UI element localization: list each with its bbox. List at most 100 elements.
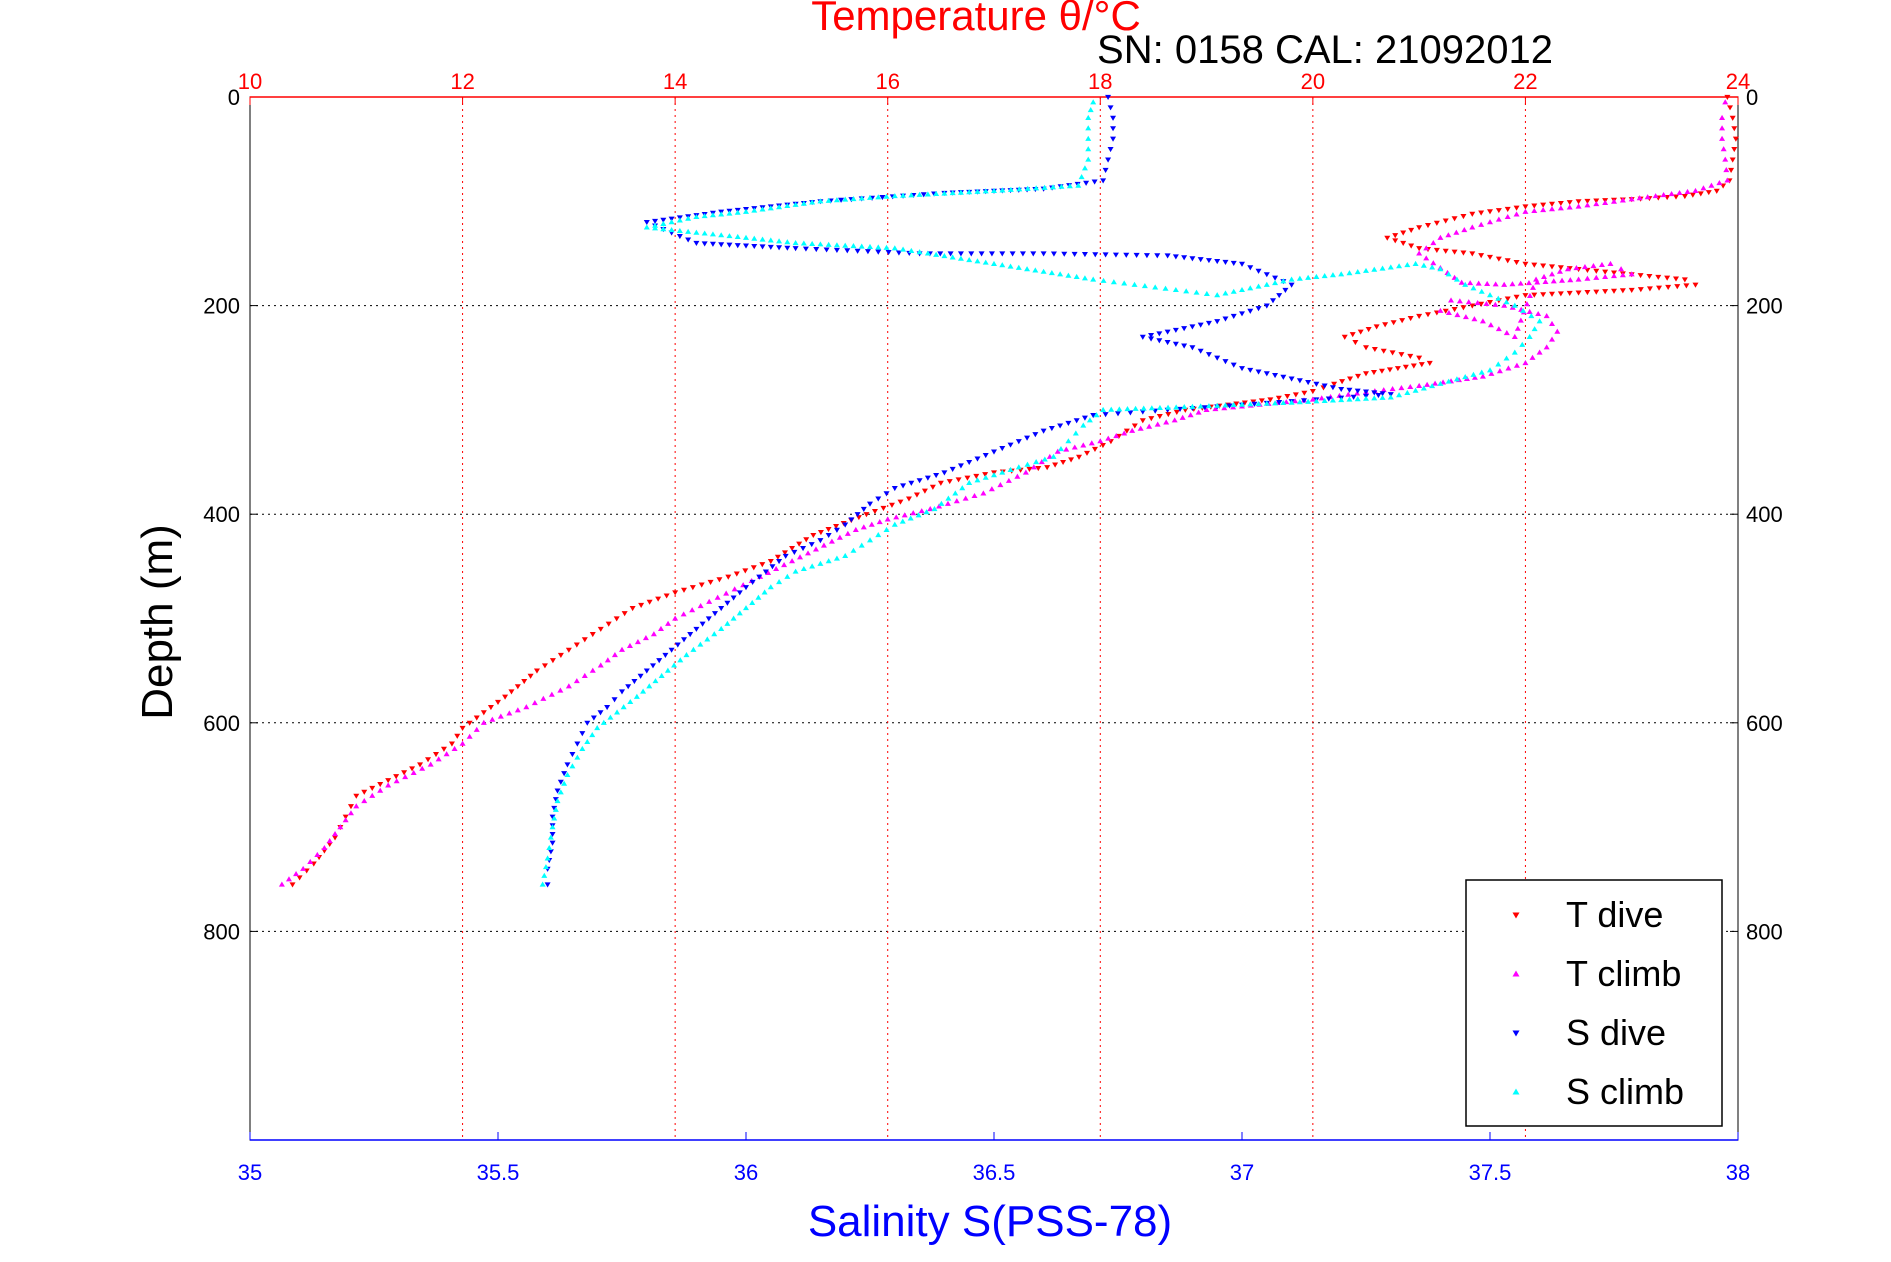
- data-point: [1305, 398, 1312, 404]
- data-point: [353, 793, 360, 799]
- data-point: [833, 524, 840, 530]
- data-point: [1073, 273, 1080, 280]
- data-point: [712, 611, 718, 617]
- data-point: [1041, 456, 1048, 462]
- x-top-tick-label: 24: [1726, 69, 1750, 94]
- data-point: [767, 244, 774, 250]
- data-point: [997, 481, 1004, 488]
- y-tick-label-right: 800: [1746, 919, 1783, 944]
- data-point: [751, 243, 758, 250]
- data-point: [1453, 229, 1460, 235]
- data-point: [833, 197, 840, 203]
- data-point: [858, 195, 865, 201]
- data-point: [1050, 453, 1057, 459]
- data-point: [1475, 280, 1482, 286]
- data-point: [1085, 114, 1092, 120]
- x-bottom-tick-label: 38: [1726, 1160, 1750, 1185]
- data-point: [988, 486, 995, 492]
- data-point: [817, 560, 824, 566]
- data-point: [1247, 367, 1254, 373]
- data-point: [1628, 271, 1635, 277]
- data-point: [611, 697, 618, 703]
- data-point: [1177, 406, 1183, 413]
- data-point: [908, 192, 915, 198]
- data-point: [1379, 265, 1386, 271]
- data-point: [1179, 414, 1186, 420]
- data-point: [1022, 469, 1029, 475]
- data-point: [1492, 301, 1499, 307]
- data-point: [734, 209, 741, 215]
- data-point: [1540, 263, 1547, 269]
- data-point: [697, 602, 704, 609]
- data-point: [1060, 459, 1067, 466]
- data-point: [1263, 281, 1270, 287]
- data-point: [1280, 374, 1287, 380]
- data-point: [1038, 459, 1045, 465]
- data-point: [1487, 367, 1493, 373]
- data-point: [893, 514, 900, 520]
- data-point: [1392, 233, 1399, 239]
- data-point: [1504, 213, 1511, 220]
- data-point: [1123, 252, 1130, 258]
- data-point: [1288, 282, 1295, 288]
- data-point: [698, 582, 705, 588]
- data-point: [850, 547, 857, 553]
- data-point: [1241, 400, 1248, 406]
- data-point: [1469, 303, 1476, 309]
- x-top-tick-label: 12: [450, 69, 474, 94]
- data-point: [1416, 225, 1423, 231]
- data-point: [974, 456, 981, 462]
- data-point: [1338, 386, 1345, 393]
- data-point: [1115, 411, 1121, 417]
- data-point: [652, 225, 659, 231]
- data-point: [607, 714, 614, 720]
- data-point: [557, 789, 564, 795]
- data-point: [1628, 196, 1635, 202]
- data-point: [1549, 264, 1555, 270]
- data-point: [1292, 392, 1299, 398]
- data-point: [800, 200, 807, 206]
- data-point: [1247, 265, 1254, 271]
- data-point: [1230, 402, 1237, 408]
- data-point: [1437, 234, 1444, 240]
- legend-marker: [1512, 1088, 1520, 1095]
- data-point: [1350, 394, 1357, 400]
- data-point: [425, 757, 432, 763]
- data-point: [1531, 292, 1538, 298]
- data-point: [957, 189, 964, 195]
- data-point: [776, 578, 783, 585]
- data-point: [1526, 308, 1533, 314]
- data-point: [1531, 262, 1538, 268]
- data-point: [655, 596, 662, 602]
- data-point: [1370, 369, 1377, 376]
- data-point: [1470, 285, 1477, 291]
- data-point: [823, 247, 830, 253]
- legend-label: S climb: [1566, 1071, 1684, 1112]
- data-point: [895, 250, 902, 256]
- data-point: [293, 871, 300, 877]
- data-point: [916, 249, 923, 255]
- data-point: [1660, 192, 1667, 198]
- data-point: [514, 707, 521, 713]
- data-point: [1724, 177, 1731, 183]
- data-point: [1611, 273, 1617, 279]
- data-point: [1131, 423, 1138, 429]
- data-point: [883, 491, 890, 497]
- data-point: [605, 621, 612, 627]
- data-point: [1102, 252, 1109, 258]
- data-point: [1272, 280, 1279, 286]
- data-point: [891, 521, 898, 527]
- data-point: [1470, 371, 1477, 377]
- data-point: [707, 579, 714, 585]
- data-point: [1331, 381, 1338, 387]
- data-point: [1412, 387, 1419, 393]
- data-point: [1148, 416, 1155, 422]
- data-point: [1469, 211, 1476, 217]
- data-point: [1205, 258, 1212, 264]
- data-point: [314, 851, 321, 858]
- data-point: [751, 207, 758, 213]
- data-point: [1016, 186, 1023, 192]
- data-point: [916, 191, 923, 197]
- data-point: [743, 605, 749, 611]
- data-point: [1024, 461, 1031, 467]
